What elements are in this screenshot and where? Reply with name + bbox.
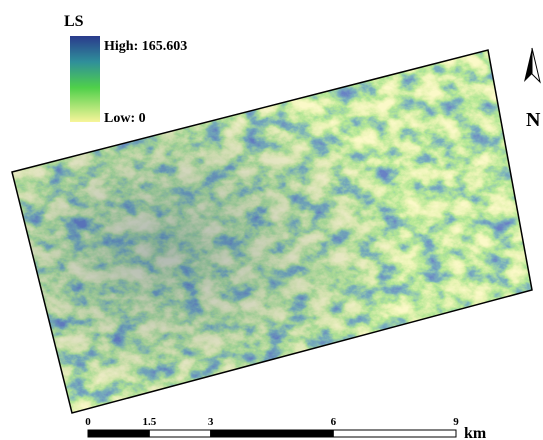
map-frame bbox=[11, 49, 533, 414]
scale-unit: km bbox=[464, 425, 487, 440]
scale-tick-label: 9 bbox=[453, 416, 459, 428]
scale-tick-label: 0 bbox=[85, 416, 91, 428]
scale-tick-label: 6 bbox=[331, 416, 337, 428]
legend-low: Low: 0 bbox=[104, 111, 146, 126]
legend-high: High: 165.603 bbox=[104, 39, 187, 54]
north-label: N bbox=[526, 109, 541, 131]
north-arrow: N bbox=[524, 47, 541, 131]
legend-ramp bbox=[70, 36, 100, 122]
scale-tick-label: 3 bbox=[208, 416, 214, 428]
scale-segment bbox=[210, 429, 334, 438]
scale-tick-label: 1.5 bbox=[142, 416, 156, 428]
legend-title: LS bbox=[64, 13, 84, 30]
scale-segment bbox=[332, 429, 457, 438]
scale-segment bbox=[87, 429, 150, 438]
scale-bar: 0 1.5 3 6 9 bbox=[85, 416, 459, 438]
scale-segment bbox=[148, 429, 212, 438]
